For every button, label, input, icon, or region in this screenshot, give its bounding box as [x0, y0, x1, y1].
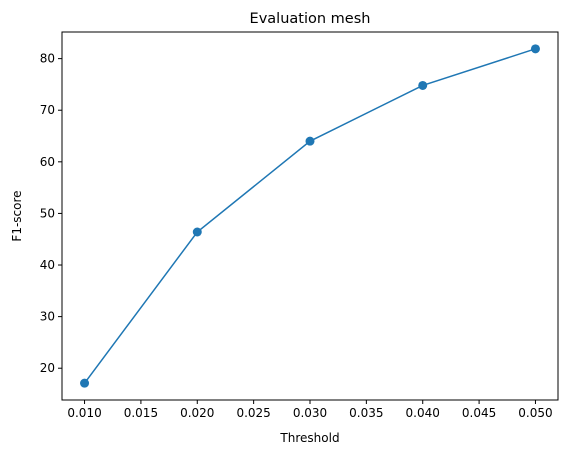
data-point	[530, 44, 540, 54]
y-tick-label: 20	[40, 361, 55, 375]
x-tick-label: 0.045	[462, 406, 496, 420]
plot-frame	[61, 31, 559, 401]
x-tick-label: 0.025	[236, 406, 270, 420]
x-axis-title: Threshold	[279, 431, 339, 445]
y-tick-label: 80	[40, 52, 55, 66]
data-point	[80, 378, 90, 388]
x-axis: 0.010 0.015 0.020 0.025 0.030 0.035 0.040 0.045…	[67, 400, 553, 420]
x-tick-label: 0.010	[67, 406, 101, 420]
y-axis-title: F1-score	[10, 190, 24, 241]
series-layer	[80, 44, 540, 388]
chart-title: Evaluation mesh	[250, 11, 371, 27]
data-point	[192, 227, 202, 237]
x-tick-label: 0.030	[293, 406, 327, 420]
x-tick-label: 0.035	[349, 406, 383, 420]
y-tick-label: 50	[40, 206, 55, 220]
data-point	[305, 136, 315, 146]
x-tick-label: 0.040	[406, 406, 440, 420]
y-axis: 20 30 40 50 60 70 80	[40, 52, 62, 375]
data-point	[418, 80, 428, 90]
x-tick-label: 0.050	[518, 406, 552, 420]
y-tick-label: 60	[40, 155, 55, 169]
y-tick-label: 70	[40, 103, 55, 117]
x-tick-label: 0.020	[180, 406, 214, 420]
series-line	[83, 48, 536, 384]
y-tick-label: 40	[40, 258, 55, 272]
y-tick-label: 30	[40, 310, 55, 324]
x-tick-label: 0.015	[124, 406, 158, 420]
